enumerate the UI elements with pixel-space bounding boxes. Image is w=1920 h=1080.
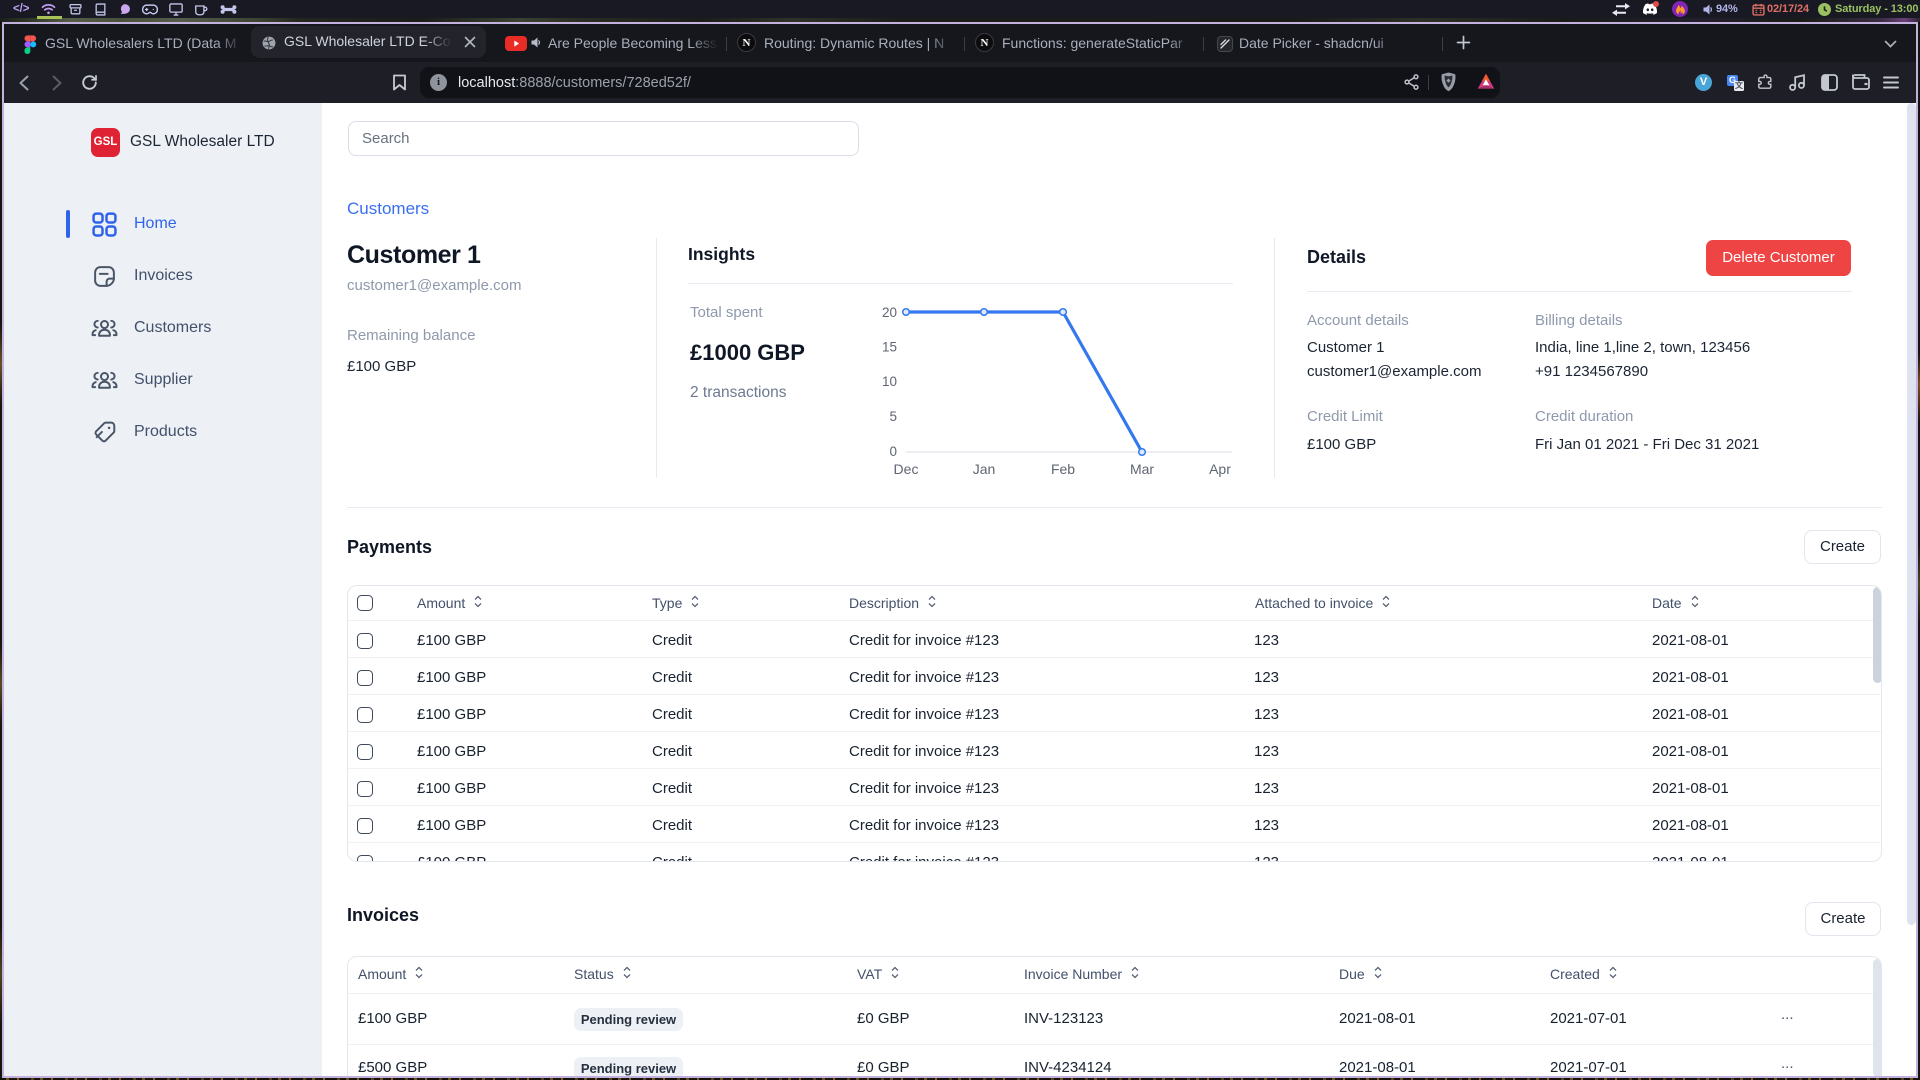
svg-text:Jan: Jan — [973, 461, 996, 477]
svg-text:Apr: Apr — [1209, 461, 1231, 477]
svg-text:5: 5 — [889, 409, 897, 424]
svg-text:10: 10 — [882, 374, 897, 389]
svg-text:20: 20 — [882, 305, 897, 320]
svg-text:Dec: Dec — [894, 461, 919, 477]
svg-text:15: 15 — [882, 340, 897, 355]
svg-text:Mar: Mar — [1130, 461, 1154, 477]
svg-text:0: 0 — [889, 444, 897, 459]
svg-text:Feb: Feb — [1051, 461, 1075, 477]
